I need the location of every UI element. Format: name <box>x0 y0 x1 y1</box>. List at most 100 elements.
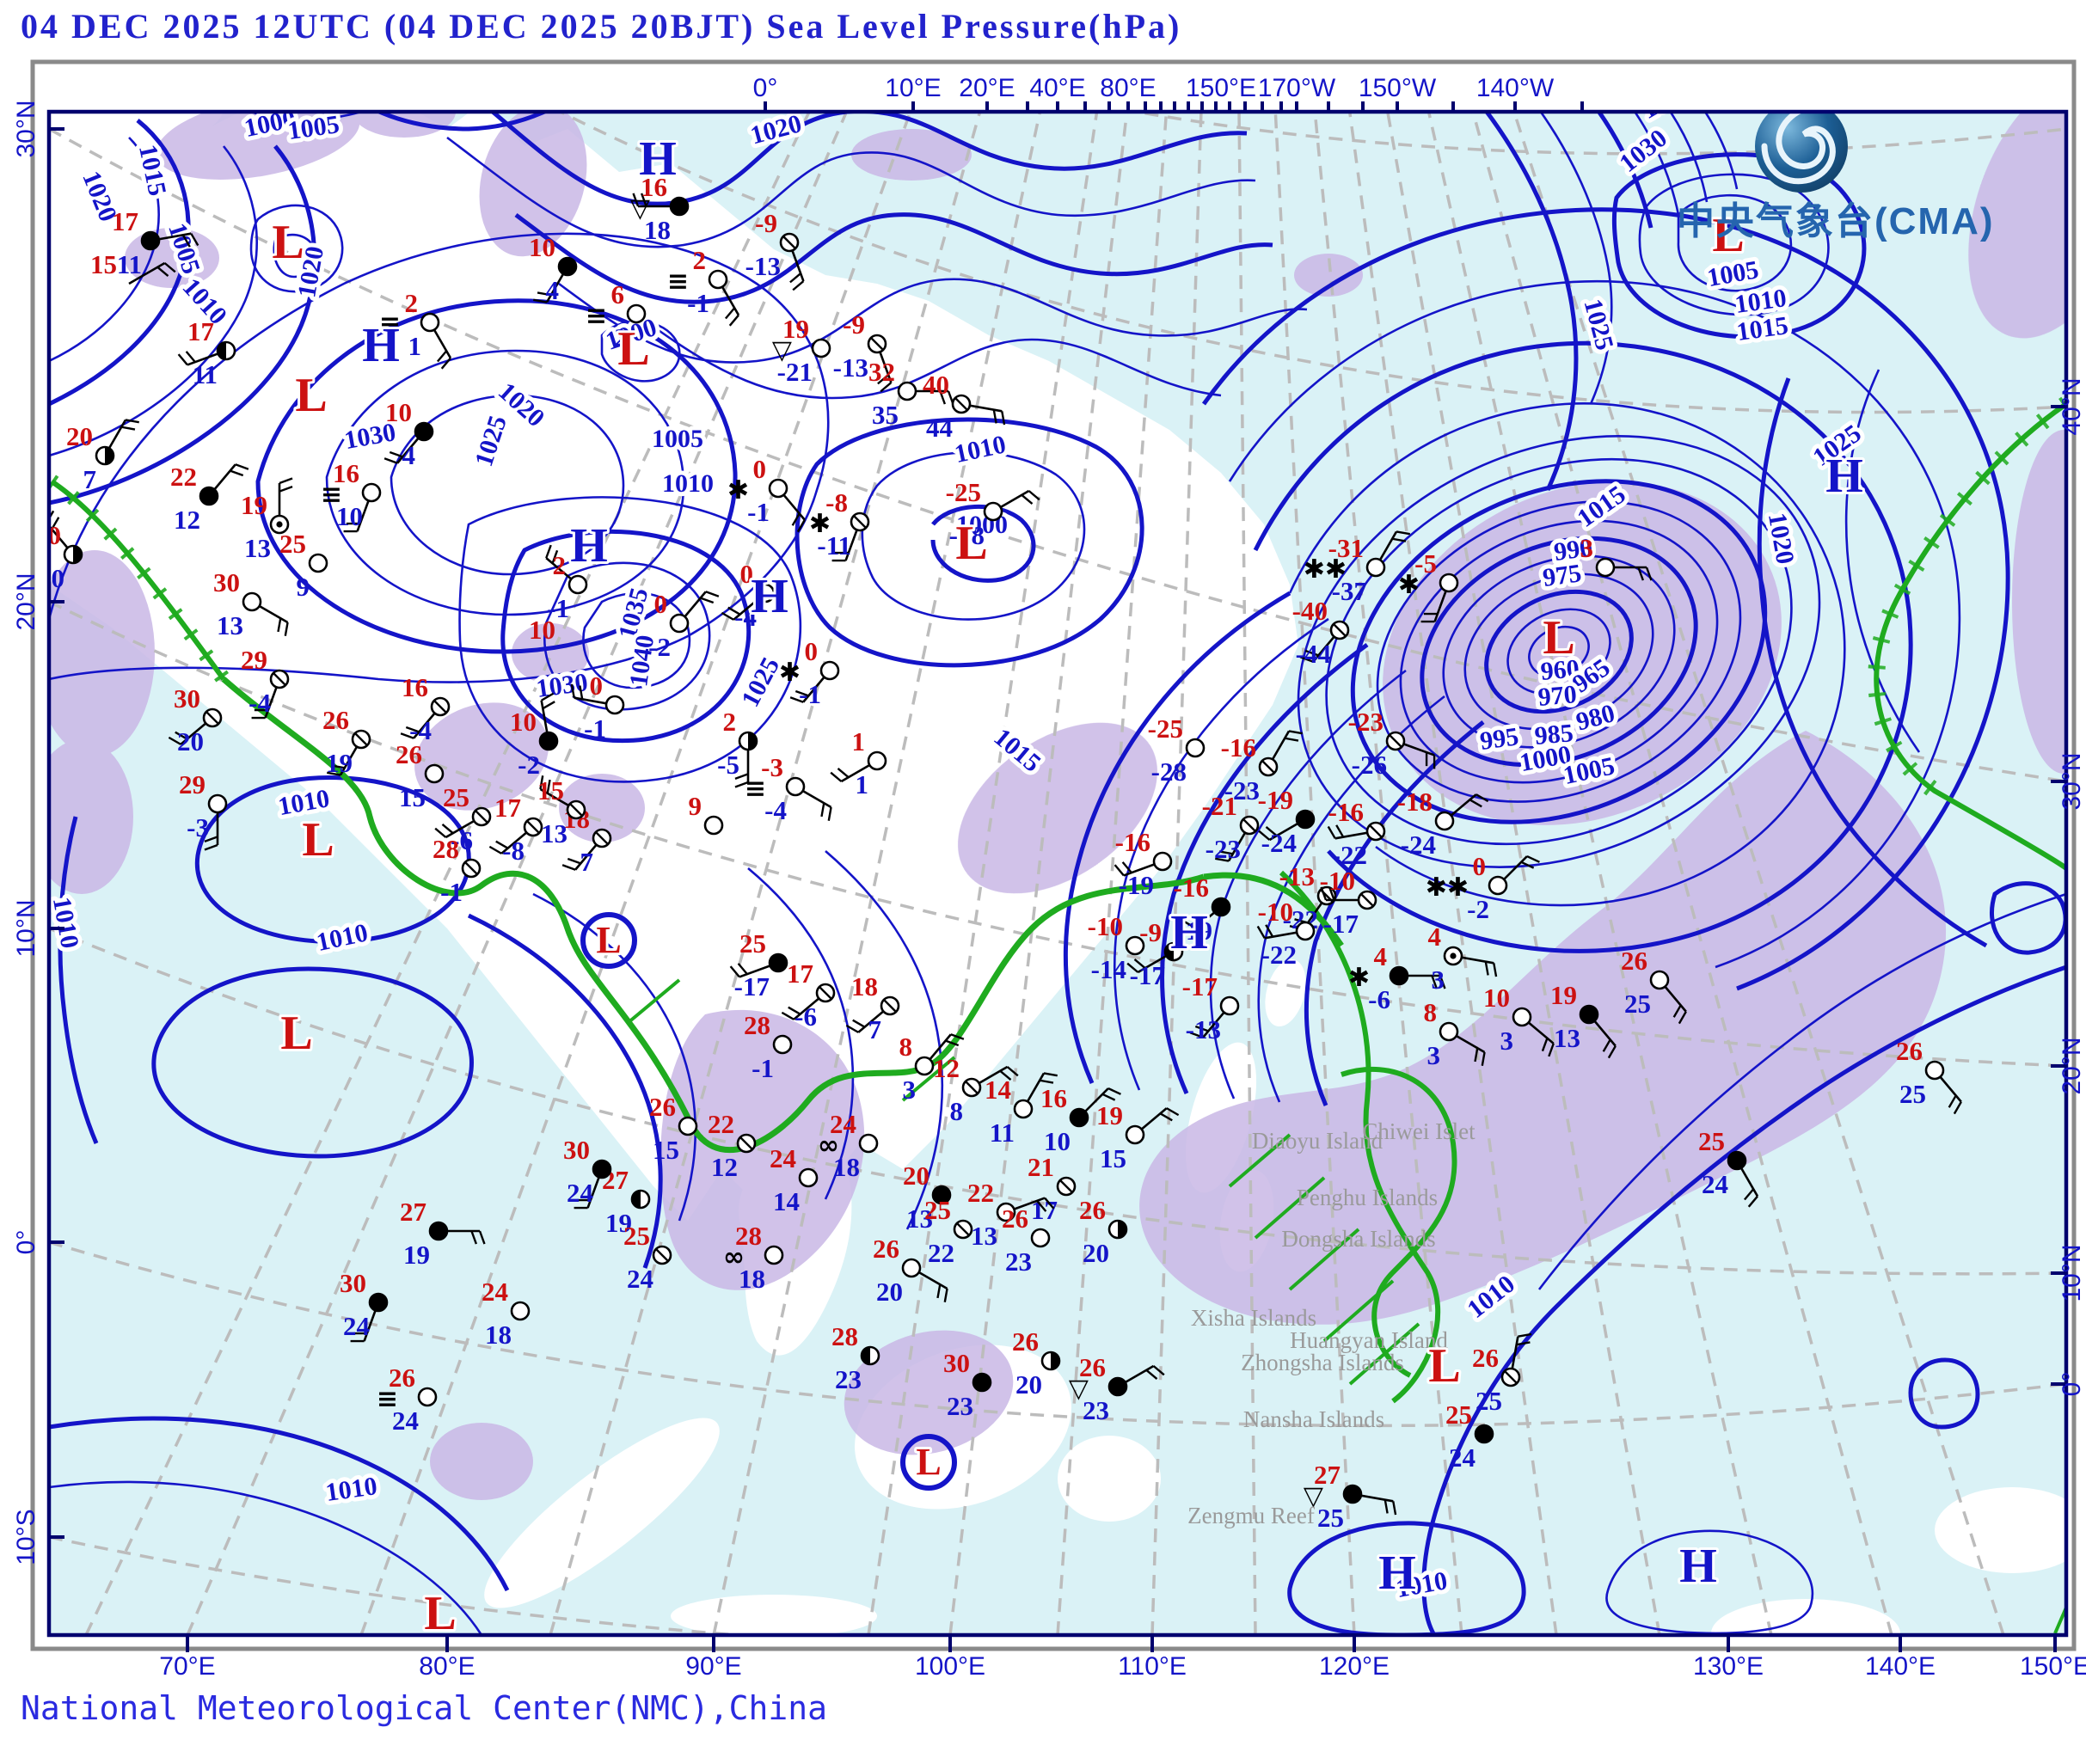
wind-barb-tick <box>327 771 341 776</box>
station-slash <box>464 861 478 875</box>
station-temperature: 4 <box>1428 922 1442 952</box>
station-dewpoint: 3 <box>1500 1026 1514 1056</box>
wind-barb-tick <box>279 477 293 485</box>
station-circle-icon <box>1125 935 1145 956</box>
station-plot: 24 18∞ <box>818 1109 879 1182</box>
station-plot: 259 <box>279 529 328 602</box>
station-circle-icon <box>768 478 788 499</box>
station-circle-icon <box>1439 573 1459 593</box>
axis-label-top: 150°W <box>1359 74 1437 102</box>
station-dewpoint: 24 <box>343 1311 370 1341</box>
station-plot: 29-4 <box>241 645 290 720</box>
station-dewpoint: -1 <box>584 714 606 744</box>
station-temperature: 28 <box>831 1321 858 1351</box>
station-temperature: 20 <box>66 421 93 451</box>
wind-barb-tick <box>533 298 548 303</box>
wind-barb-tick <box>1678 1011 1687 1025</box>
wind-barb-tick <box>1743 1188 1755 1201</box>
station-dewpoint: 3 <box>1432 965 1445 995</box>
wind-barb-tick <box>837 767 850 779</box>
station-dewpoint: 20 <box>177 726 204 756</box>
wind-barb-tick <box>1194 1025 1209 1032</box>
wind-barb-tick <box>827 806 832 821</box>
station-slash <box>883 999 897 1013</box>
wind-barb-tick <box>389 450 403 458</box>
station-plot: 83 <box>1424 997 1486 1070</box>
station-dewpoint: -44 <box>1296 639 1331 669</box>
station-dewpoint: 14 <box>773 1186 800 1216</box>
axis-label-top: 0° <box>753 74 778 102</box>
station-plot: -21-23 <box>1202 791 1260 864</box>
station-dewpoint: 3 <box>1427 1040 1441 1070</box>
station-temperature: 28 <box>744 1010 770 1040</box>
place-name: Huangyan Island <box>1290 1327 1448 1353</box>
station-slash <box>739 1136 753 1150</box>
station-plot: 128 <box>933 1053 1019 1126</box>
footer-credit: National Meteorological Center(NMC),Chin… <box>21 1689 827 1727</box>
station-circle-icon <box>140 230 161 251</box>
station-temperature: 25 <box>623 1221 650 1251</box>
station-dewpoint: -6 <box>1368 984 1390 1014</box>
weather-symbol-icon: ✱ <box>809 509 831 539</box>
wind-barb-tick <box>789 696 804 703</box>
station-temperature: 16 <box>333 458 359 488</box>
station-temperature: 29 <box>179 769 206 799</box>
station-circle-icon <box>368 1292 389 1313</box>
station-plot: 10 <box>529 615 555 645</box>
station-plot: -8 -11✱ <box>809 487 870 562</box>
station-temperature: 26 <box>1079 1352 1106 1382</box>
station-dewpoint: 13 <box>971 1221 997 1251</box>
station-temperature: -19 <box>1258 785 1293 815</box>
station-dewpoint: -22 <box>1261 940 1297 970</box>
low-center-label: L <box>302 813 334 867</box>
axis-labels: 0° 10°E 20°E 40°E 80°E 150°E 170°W 150°W 140°W70… <box>12 74 2086 1681</box>
station-temperature: 2 <box>723 707 737 737</box>
station-temperature: -25 <box>1148 714 1183 744</box>
station-temperature: 4 <box>1374 941 1388 971</box>
station-temperature: -16 <box>1115 827 1150 857</box>
weather-symbol-icon: ✱✱ <box>1304 554 1347 585</box>
place-name: Xisha Islands <box>1191 1305 1316 1331</box>
station-temperature: 0 <box>590 671 604 701</box>
station-temperature: -10 <box>1258 897 1293 927</box>
wind-barb-tick <box>1121 861 1132 873</box>
station-dewpoint: 18 <box>485 1320 512 1350</box>
station-temperature: 19 <box>1096 1100 1123 1130</box>
station-plot: 27 25▽ <box>1304 1460 1397 1533</box>
station-circle-icon <box>901 1258 922 1278</box>
axis-label-left: 30°N <box>12 100 40 157</box>
wind-barb-tick <box>852 1019 866 1028</box>
wind-barb-tick <box>120 426 136 431</box>
station-temperature: 26 <box>396 739 422 769</box>
station-half-fill <box>862 1347 870 1364</box>
tropical-low-ring <box>900 1434 957 1491</box>
station-circle-icon <box>414 421 434 442</box>
station-temperature: 21 <box>1028 1152 1054 1182</box>
station-temperature: 26 <box>322 705 349 735</box>
green-fronts <box>49 396 2066 1634</box>
station-temperature: 25 <box>443 782 469 812</box>
station-plot: -16-19 <box>1174 873 1231 946</box>
station-dewpoint: -28 <box>949 520 985 550</box>
station-temperature: 0 <box>1473 851 1487 881</box>
station-plot: 4 -6✱ <box>1348 941 1446 1014</box>
low-center-label: L <box>916 1441 941 1483</box>
station-temperature: 16 <box>1040 1083 1067 1113</box>
wind-barb-tick <box>1602 1038 1611 1052</box>
wind-barb-tick <box>795 689 809 697</box>
place-name: Penghu Islands <box>1297 1185 1438 1210</box>
station-circle-icon <box>1295 809 1316 830</box>
weather-symbol-icon: ≡ <box>379 309 401 340</box>
station-plot: -5✱ <box>1398 548 1459 623</box>
cma-logo-text: 中央气象台(CMA) <box>1677 200 1995 242</box>
station-temperature: -16 <box>1328 797 1364 827</box>
station-temperature: 8 <box>899 1032 913 1062</box>
station-temperature: 30 <box>943 1348 970 1378</box>
station-dewpoint: 7 <box>83 464 97 494</box>
